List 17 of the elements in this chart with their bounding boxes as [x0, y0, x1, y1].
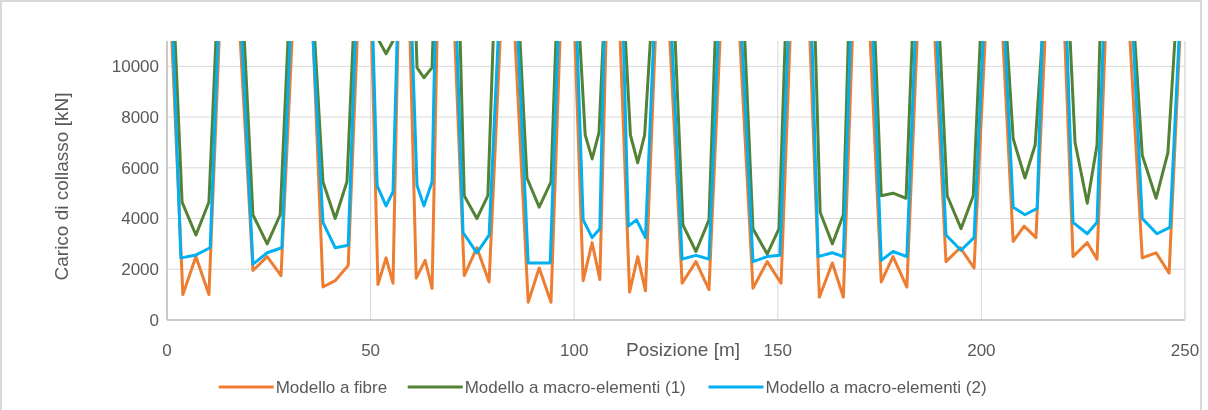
- x-tick-label: 150: [763, 341, 792, 360]
- legend-label: Modello a macro-elementi (1): [464, 377, 686, 397]
- x-tick-label: 100: [560, 341, 589, 360]
- x-axis-title: Posizione [m]: [625, 339, 741, 360]
- x-tick-label: 50: [361, 341, 381, 360]
- y-tick-label: 10000: [111, 57, 159, 77]
- x-tick-label: 0: [162, 341, 172, 360]
- y-tick-label: 2000: [121, 260, 159, 280]
- x-tick-label: 200: [967, 341, 996, 360]
- legend-label: Modello a macro-elementi (2): [765, 377, 987, 397]
- legend-label: Modello a fibre: [275, 377, 388, 397]
- y-axis-title: Carico di collasso [kN]: [51, 92, 72, 281]
- x-tick-label: 250: [1170, 341, 1200, 360]
- y-tick-label: 0: [149, 310, 159, 330]
- y-tick-label: 6000: [121, 158, 159, 178]
- y-tick-label: 4000: [121, 209, 159, 229]
- y-tick-label: 8000: [121, 108, 159, 128]
